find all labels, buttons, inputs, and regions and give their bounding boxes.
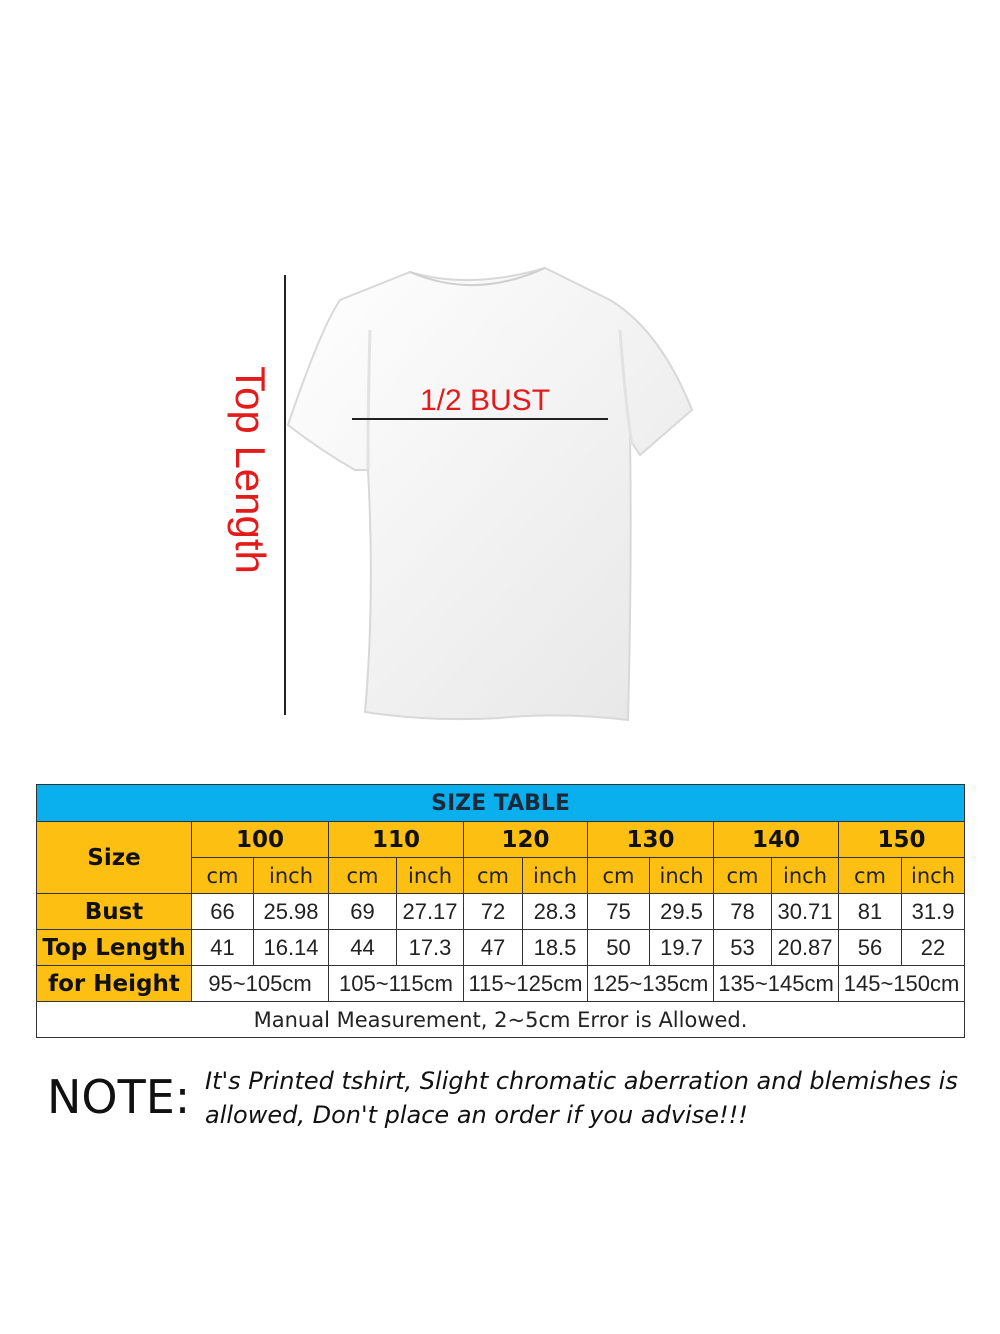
table-cell: 19.7	[649, 929, 714, 966]
unit-inch: inch	[649, 857, 714, 894]
unit-inch: inch	[900, 857, 966, 894]
unit-cm: cm	[587, 857, 650, 894]
table-cell: 72	[463, 893, 523, 930]
table-row: Top Length 41 16.14 44 17.3 47 18.5 50 19.7 53 20.…	[36, 929, 966, 966]
measurement-note: Manual Measurement, 2~5cm Error is Allow…	[35, 1001, 966, 1038]
height-cell: 135~145cm	[713, 965, 839, 1002]
height-cell: 125~135cm	[587, 965, 714, 1002]
note-label: NOTE:	[47, 1070, 191, 1124]
table-cell: 31.9	[900, 893, 966, 930]
top-length-label: Top Length	[227, 366, 274, 574]
size-110: 110	[328, 821, 464, 858]
table-cell: 56	[838, 929, 902, 966]
top-length-measure-line	[284, 275, 286, 715]
table-cell: 17.3	[396, 929, 464, 966]
table-cell: 29.5	[649, 893, 714, 930]
table-cell: 20.87	[771, 929, 839, 966]
table-cell: 41	[191, 929, 254, 966]
unit-inch: inch	[253, 857, 329, 894]
size-table: SIZE TABLE Size 100 110 120 130 140 150 cm inc…	[35, 784, 966, 1038]
row-label: Top Length	[36, 929, 192, 966]
table-cell: 30.71	[771, 893, 839, 930]
size-120: 120	[463, 821, 588, 858]
size-100: 100	[191, 821, 329, 858]
unit-inch: inch	[396, 857, 464, 894]
table-cell: 44	[328, 929, 397, 966]
table-cell: 27.17	[396, 893, 464, 930]
table-cell: 69	[328, 893, 397, 930]
table-cell: 47	[463, 929, 523, 966]
table-cell: 28.3	[522, 893, 588, 930]
row-label: for Height	[36, 965, 192, 1002]
table-cell: 16.14	[253, 929, 329, 966]
unit-cm: cm	[713, 857, 772, 894]
table-cell: 75	[587, 893, 650, 930]
table-row: Bust 66 25.98 69 27.17 72 28.3 75 29.5 78 30.71 81 3…	[36, 893, 966, 930]
table-cell: 78	[713, 893, 772, 930]
size-table-title: SIZE TABLE	[35, 784, 966, 822]
table-cell: 53	[713, 929, 772, 966]
size-130: 130	[587, 821, 714, 858]
size-150: 150	[837, 821, 966, 858]
height-cell: 95~105cm	[191, 965, 329, 1002]
height-cell: 115~125cm	[463, 965, 588, 1002]
bust-label: 1/2 BUST	[419, 384, 551, 417]
table-cell: 66	[191, 893, 254, 930]
table-cell: 18.5	[522, 929, 588, 966]
table-cell: 22	[900, 929, 966, 966]
height-cell: 105~115cm	[328, 965, 464, 1002]
table-cell: 81	[838, 893, 902, 930]
note-text: It's Printed tshirt, Slight chromatic ab…	[205, 1067, 958, 1129]
bust-measure-line	[352, 418, 608, 420]
size-header: Size	[36, 821, 192, 894]
row-label: Bust	[36, 893, 192, 930]
unit-inch: inch	[522, 857, 588, 894]
tshirt-image	[286, 266, 694, 722]
size-140: 140	[713, 821, 839, 858]
table-cell: 25.98	[253, 893, 329, 930]
height-cell: 145~150cm	[837, 965, 966, 1002]
table-cell: 50	[587, 929, 650, 966]
unit-cm: cm	[463, 857, 523, 894]
unit-cm: cm	[328, 857, 397, 894]
unit-cm: cm	[191, 857, 254, 894]
unit-inch: inch	[771, 857, 839, 894]
unit-cm: cm	[838, 857, 902, 894]
